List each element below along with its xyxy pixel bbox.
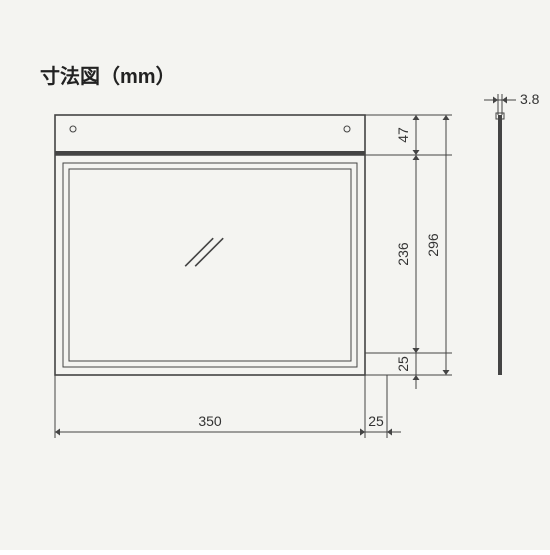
dim-label: 25: [395, 356, 411, 372]
side-profile: [498, 115, 502, 375]
dim-label: 3.8: [520, 91, 540, 107]
dim-label: 47: [395, 127, 411, 143]
dim-label: 25: [368, 413, 384, 429]
dim-label: 350: [198, 413, 222, 429]
window-frame: [63, 163, 357, 367]
dim-label: 296: [425, 233, 441, 257]
mount-hole-right: [344, 126, 350, 132]
dim-label: 236: [395, 242, 411, 266]
diagram-title: 寸法図（mm）: [40, 60, 176, 89]
mount-hole-left: [70, 126, 76, 132]
